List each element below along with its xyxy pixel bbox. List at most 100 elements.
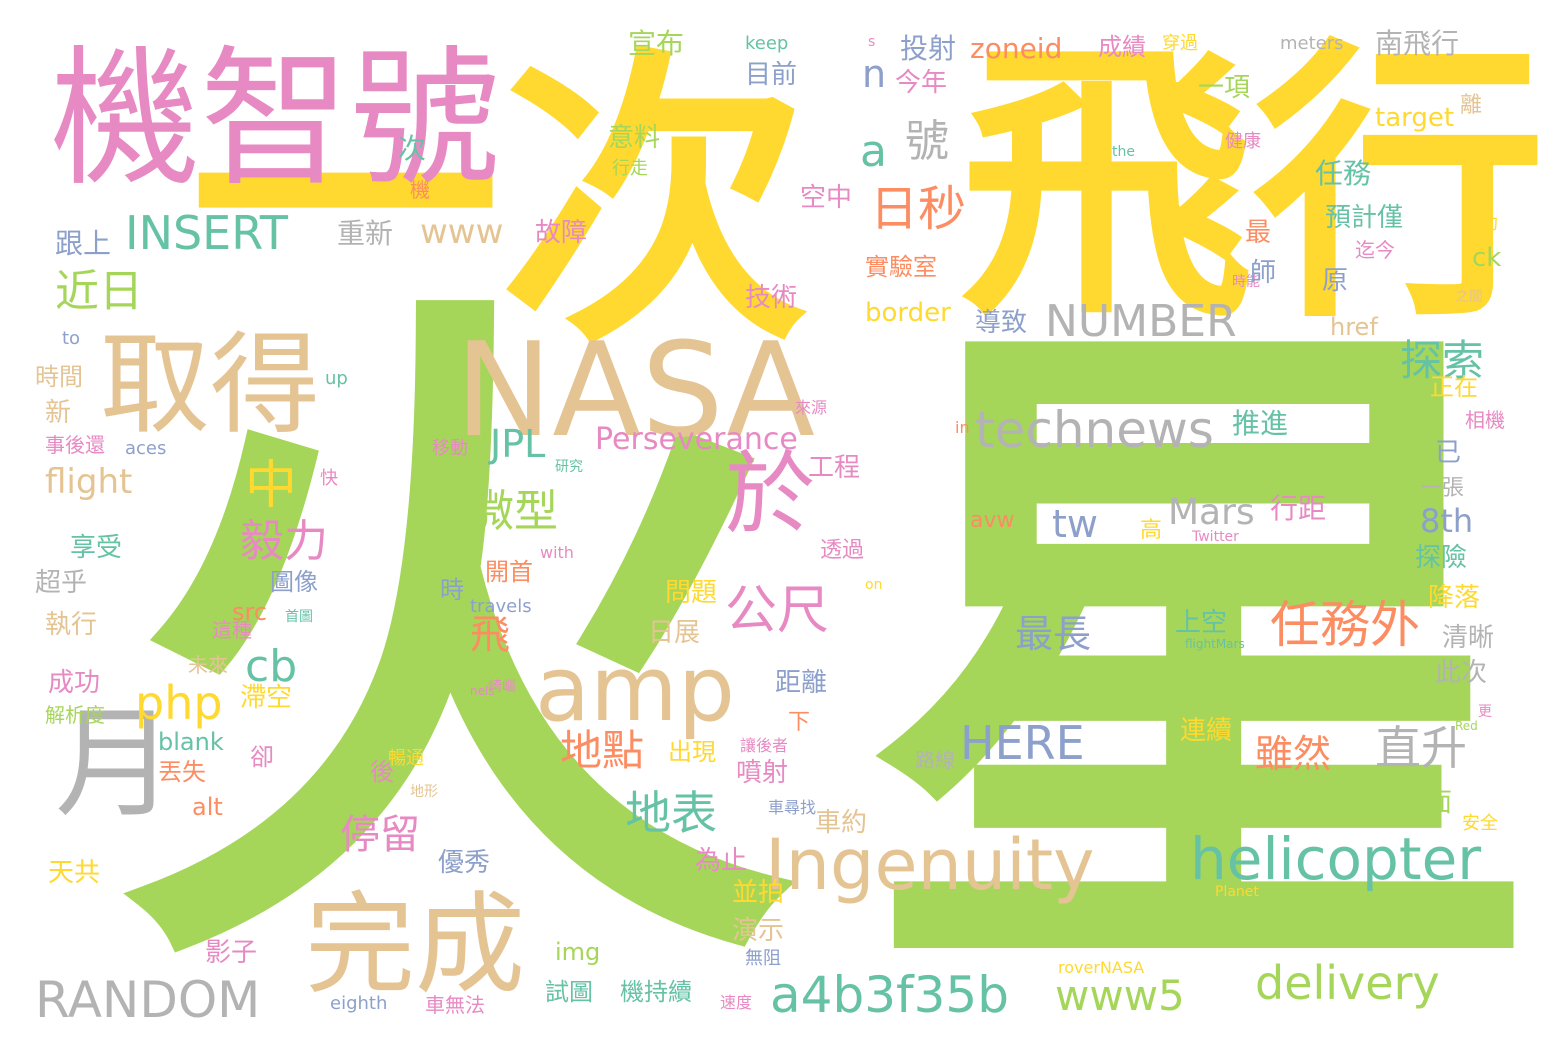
cloud-word-53: 跟上 bbox=[55, 227, 112, 260]
cloud-word-138: roverNASA bbox=[1058, 958, 1145, 977]
cloud-word-37: 地點 bbox=[560, 726, 645, 775]
cloud-word-110: s bbox=[868, 34, 876, 50]
cloud-word-42: a bbox=[860, 126, 887, 177]
cloud-word-131: 清晰 bbox=[1442, 623, 1495, 653]
cloud-word-96: src bbox=[232, 598, 268, 626]
cloud-word-9: amp bbox=[535, 637, 735, 742]
cloud-word-73: 日展 bbox=[648, 618, 701, 648]
cloud-word-127: 已 bbox=[1435, 438, 1462, 468]
cloud-word-160: 研究 bbox=[555, 459, 583, 475]
cloud-word-64: 空中 bbox=[800, 183, 853, 213]
cloud-word-144: 讓後者 bbox=[740, 736, 789, 755]
cloud-word-168: 行走 bbox=[612, 158, 648, 179]
cloud-word-56: 目前 bbox=[745, 60, 798, 90]
cloud-word-41: 號 bbox=[905, 116, 949, 167]
cloud-word-85: 機持續 bbox=[620, 978, 692, 1006]
cloud-word-33: php bbox=[135, 676, 223, 730]
cloud-word-21: delivery bbox=[1255, 956, 1440, 1010]
cloud-word-116: 協助 bbox=[1462, 213, 1498, 234]
cloud-word-77: 距離 bbox=[775, 668, 828, 698]
cloud-word-98: 成功 bbox=[48, 668, 101, 698]
cloud-word-70: 工程 bbox=[808, 453, 861, 483]
cloud-word-65: 實驗室 bbox=[865, 253, 937, 281]
cloud-word-78: 車約 bbox=[815, 808, 868, 838]
cloud-word-113: 離 bbox=[1460, 93, 1483, 118]
cloud-word-52: 重新 bbox=[337, 217, 394, 250]
cloud-word-0: 火 bbox=[110, 243, 800, 1046]
cloud-word-82: 演示 bbox=[732, 916, 785, 946]
cloud-word-30: 地表 bbox=[625, 786, 717, 840]
cloud-word-44: JPL bbox=[490, 422, 546, 466]
cloud-word-5: NASA bbox=[455, 314, 816, 466]
cloud-word-80: 表面 bbox=[1400, 788, 1453, 818]
cloud-word-102: 享受 bbox=[70, 533, 123, 563]
cloud-word-159: 快 bbox=[320, 468, 338, 489]
cloud-word-28: 探索 bbox=[1400, 336, 1485, 385]
cloud-word-157: 下 bbox=[788, 710, 811, 735]
cloud-word-112: 穿過 bbox=[1162, 33, 1198, 54]
cloud-word-84: 優秀 bbox=[438, 848, 491, 878]
cloud-word-15: RANDOM bbox=[35, 971, 261, 1029]
cloud-word-147: 崎嶇 bbox=[488, 679, 516, 695]
cloud-word-7: 月 bbox=[55, 695, 175, 834]
cloud-word-141: 速度 bbox=[720, 993, 753, 1012]
cloud-word-6: 取得 bbox=[100, 321, 320, 449]
cloud-word-155: 這種 bbox=[212, 618, 252, 642]
cloud-word-149: flightMars bbox=[1185, 637, 1245, 651]
cloud-word-103: 新 bbox=[45, 398, 72, 428]
cloud-word-63: 預計僅 bbox=[1325, 203, 1404, 233]
cloud-word-10: 於 bbox=[725, 442, 815, 547]
cloud-word-3: 飛行 bbox=[960, 15, 1546, 357]
cloud-word-93: 卻 bbox=[250, 743, 274, 771]
cloud-word-139: eighth bbox=[330, 993, 388, 1014]
cloud-word-18: 日秒 bbox=[870, 181, 967, 237]
cloud-word-137: Planet bbox=[1215, 884, 1259, 900]
cloud-word-165: 高 bbox=[1140, 518, 1163, 543]
cloud-word-61: 意料 bbox=[608, 123, 661, 153]
cloud-word-169: nels bbox=[470, 684, 495, 698]
cloud-word-4: 機智號 bbox=[50, 33, 501, 207]
cloud-word-95: 滯空 bbox=[240, 683, 293, 713]
cloud-word-107: to bbox=[62, 328, 81, 349]
cloud-word-32: 毅力 bbox=[240, 516, 328, 567]
cloud-word-11: Ingenuity bbox=[765, 824, 1095, 906]
cloud-word-81: 並拍 bbox=[732, 878, 785, 908]
cloud-word-94: 後 bbox=[370, 758, 394, 786]
cloud-word-148: 路線 bbox=[915, 748, 955, 772]
cloud-word-34: cb bbox=[245, 641, 298, 692]
cloud-word-130: 降落 bbox=[1428, 583, 1481, 613]
cloud-word-154: 首圖 bbox=[285, 609, 313, 625]
cloud-word-54: 故障 bbox=[535, 218, 588, 248]
cloud-word-38: 停留 bbox=[340, 812, 420, 858]
cloud-word-86: 試圖 bbox=[545, 978, 593, 1006]
cloud-word-129: 探險 bbox=[1415, 543, 1468, 573]
cloud-word-36: Mars bbox=[1168, 492, 1255, 533]
cloud-word-143: 車尋找 bbox=[768, 798, 817, 817]
cloud-word-58: 今年 bbox=[895, 68, 948, 98]
cloud-word-133: 更 bbox=[1478, 704, 1492, 720]
cloud-word-97: 圖像 bbox=[270, 568, 318, 596]
cloud-word-40: 雖然 bbox=[1255, 732, 1332, 776]
cloud-word-31: 微型 bbox=[470, 486, 558, 537]
cloud-word-111: meters bbox=[1280, 33, 1344, 54]
cloud-word-109: keep bbox=[745, 33, 789, 54]
cloud-word-140: 車無法 bbox=[425, 993, 485, 1017]
cloud-word-101: 超乎 bbox=[35, 568, 88, 598]
cloud-word-17: INSERT bbox=[125, 206, 288, 260]
cloud-word-126: 相機 bbox=[1465, 408, 1505, 432]
cloud-word-87: 影子 bbox=[205, 938, 258, 968]
cloud-word-16: NUMBER bbox=[1045, 296, 1237, 347]
cloud-word-162: 來源 bbox=[795, 398, 828, 417]
cloud-word-122: 最 bbox=[1245, 218, 1272, 248]
cloud-word-83: 為止 bbox=[695, 846, 748, 876]
cloud-word-156: 未來 bbox=[188, 653, 228, 677]
cloud-word-124: href bbox=[1330, 313, 1378, 341]
cloud-word-29: 直升 bbox=[1375, 721, 1467, 775]
cloud-word-117: 時能 bbox=[1232, 274, 1260, 290]
cloud-word-151: with bbox=[540, 543, 574, 562]
cloud-word-79: 連續 bbox=[1180, 716, 1233, 746]
cloud-word-22: www5 bbox=[1055, 971, 1185, 1020]
cloud-word-89: img bbox=[555, 938, 601, 966]
cloud-word-118: 之間 bbox=[1455, 289, 1483, 305]
